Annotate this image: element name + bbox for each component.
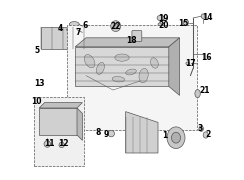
Text: 22: 22: [111, 22, 121, 31]
Circle shape: [59, 142, 64, 148]
Ellipse shape: [96, 62, 104, 75]
Ellipse shape: [126, 69, 136, 75]
Ellipse shape: [201, 14, 205, 19]
Circle shape: [108, 130, 114, 137]
Text: 5: 5: [35, 46, 40, 55]
Polygon shape: [77, 108, 82, 140]
Text: 1: 1: [162, 131, 167, 140]
Ellipse shape: [67, 28, 77, 32]
Text: 20: 20: [158, 21, 169, 30]
Text: 2: 2: [205, 130, 210, 139]
Ellipse shape: [195, 90, 200, 98]
FancyBboxPatch shape: [67, 25, 197, 130]
Text: 6: 6: [82, 21, 88, 30]
FancyBboxPatch shape: [132, 31, 142, 41]
Polygon shape: [95, 27, 104, 54]
Text: 7: 7: [75, 28, 81, 37]
FancyBboxPatch shape: [34, 97, 84, 166]
Polygon shape: [39, 108, 77, 135]
Text: 15: 15: [178, 19, 188, 28]
Ellipse shape: [157, 15, 164, 21]
Circle shape: [44, 141, 51, 147]
Ellipse shape: [167, 127, 185, 148]
Text: 19: 19: [158, 14, 169, 22]
Text: 14: 14: [202, 13, 213, 22]
Text: 13: 13: [34, 79, 44, 88]
Text: 16: 16: [201, 53, 212, 62]
Text: 9: 9: [104, 130, 109, 139]
Polygon shape: [75, 47, 169, 86]
Text: 8: 8: [95, 128, 100, 137]
Ellipse shape: [113, 23, 118, 29]
Ellipse shape: [84, 55, 95, 68]
Text: 17: 17: [185, 59, 196, 68]
Text: 11: 11: [44, 139, 54, 148]
Ellipse shape: [112, 76, 125, 82]
Text: 18: 18: [127, 36, 137, 45]
Text: 3: 3: [198, 124, 203, 133]
Polygon shape: [169, 38, 180, 95]
Polygon shape: [75, 38, 180, 47]
Polygon shape: [39, 103, 82, 108]
Text: 12: 12: [58, 140, 69, 148]
Polygon shape: [41, 27, 95, 49]
Text: 4: 4: [57, 24, 62, 33]
Ellipse shape: [115, 54, 129, 61]
Ellipse shape: [199, 126, 203, 131]
Ellipse shape: [139, 68, 148, 83]
Polygon shape: [126, 112, 158, 153]
Ellipse shape: [203, 132, 208, 138]
Text: 10: 10: [31, 97, 42, 106]
Ellipse shape: [111, 21, 121, 31]
Ellipse shape: [186, 62, 190, 65]
Ellipse shape: [69, 22, 79, 27]
Ellipse shape: [172, 132, 181, 143]
Circle shape: [183, 20, 189, 25]
Ellipse shape: [151, 58, 158, 68]
Text: 21: 21: [200, 86, 210, 94]
Ellipse shape: [158, 23, 162, 26]
